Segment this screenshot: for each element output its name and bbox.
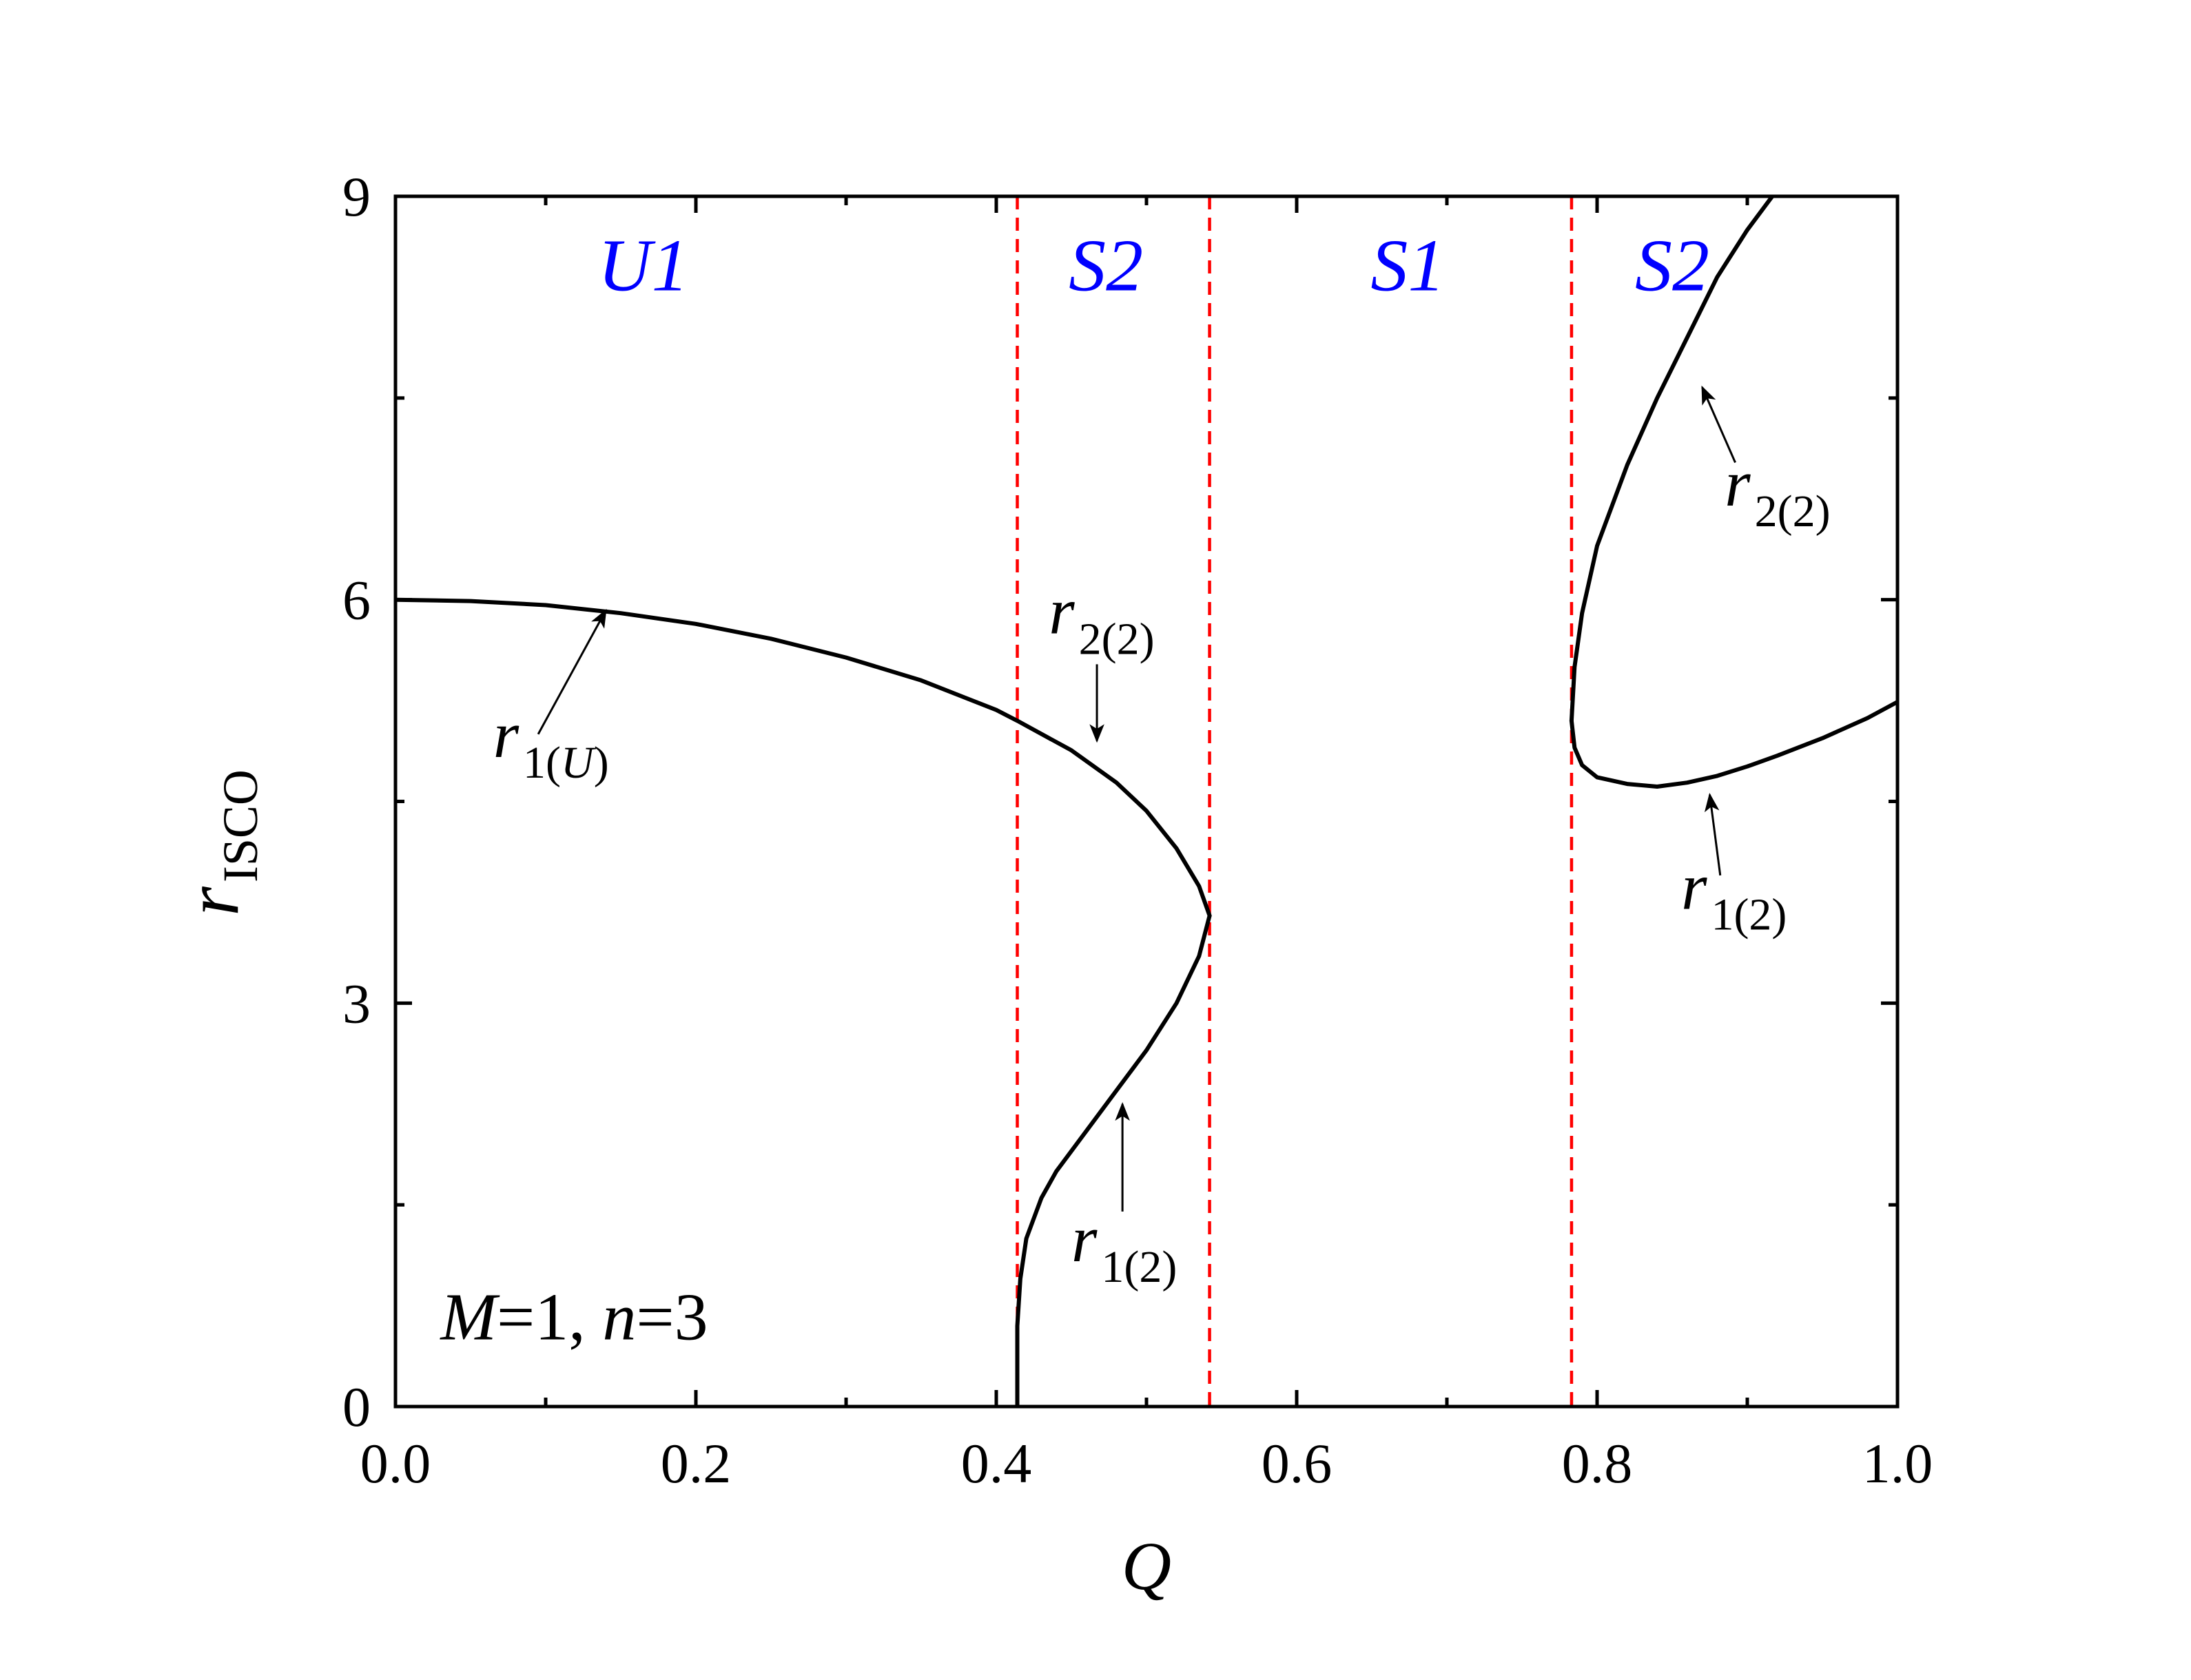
region-label-s2: S2 [1069, 225, 1143, 307]
series-curve-3 [1569, 196, 1776, 723]
y-axis-title: rISCO [170, 769, 268, 916]
x-tick-label: 0.4 [961, 1432, 1032, 1495]
y-tick-label: 3 [342, 972, 371, 1035]
region-label-u1: U1 [598, 225, 689, 307]
annotation-arrow-1 [537, 608, 607, 735]
annotation-arrow-5 [1704, 793, 1722, 876]
axis-ticks: 0.0 0.2 0.4 0.6 0.8 1.0 0 3 6 9 [342, 165, 1933, 1495]
x-tick-label: 0.2 [661, 1432, 732, 1495]
annotation-label-2: r2(2) [1049, 574, 1154, 664]
x-tick-label: 0.0 [360, 1432, 431, 1495]
y-axis-title-text: rISCO [170, 769, 268, 916]
region-label-s2: S2 [1635, 225, 1709, 307]
region-boundaries [1016, 196, 1574, 1407]
x-tick-label: 1.0 [1862, 1432, 1933, 1495]
x-axis-title: Q [1122, 1528, 1171, 1604]
y-tick-label: 0 [342, 1376, 371, 1438]
region-label-s1: S1 [1370, 225, 1445, 307]
annotation-arrow-4 [1701, 385, 1736, 464]
data-series [395, 196, 1897, 1407]
annotation-label-1: r1(U) [493, 698, 609, 788]
series-curve-2 [1015, 913, 1212, 1407]
annotation-label-5: r1(2) [1681, 850, 1787, 940]
annotation-label-4: r2(2) [1725, 446, 1830, 537]
series-curve-1 [395, 597, 1212, 918]
x-tick-label: 0.6 [1262, 1432, 1333, 1495]
annotations: r1(U) r2(2) r1(2) r2(2) r1(2) [493, 385, 1831, 1292]
x-tick-label: 0.8 [1562, 1432, 1633, 1495]
parameter-text: M=1, n=3 [439, 1280, 708, 1354]
annotation-label-3: r1(2) [1071, 1202, 1177, 1292]
y-tick-label: 6 [342, 569, 371, 632]
series-curve-4 [1569, 700, 1897, 789]
y-tick-label: 9 [342, 165, 371, 228]
